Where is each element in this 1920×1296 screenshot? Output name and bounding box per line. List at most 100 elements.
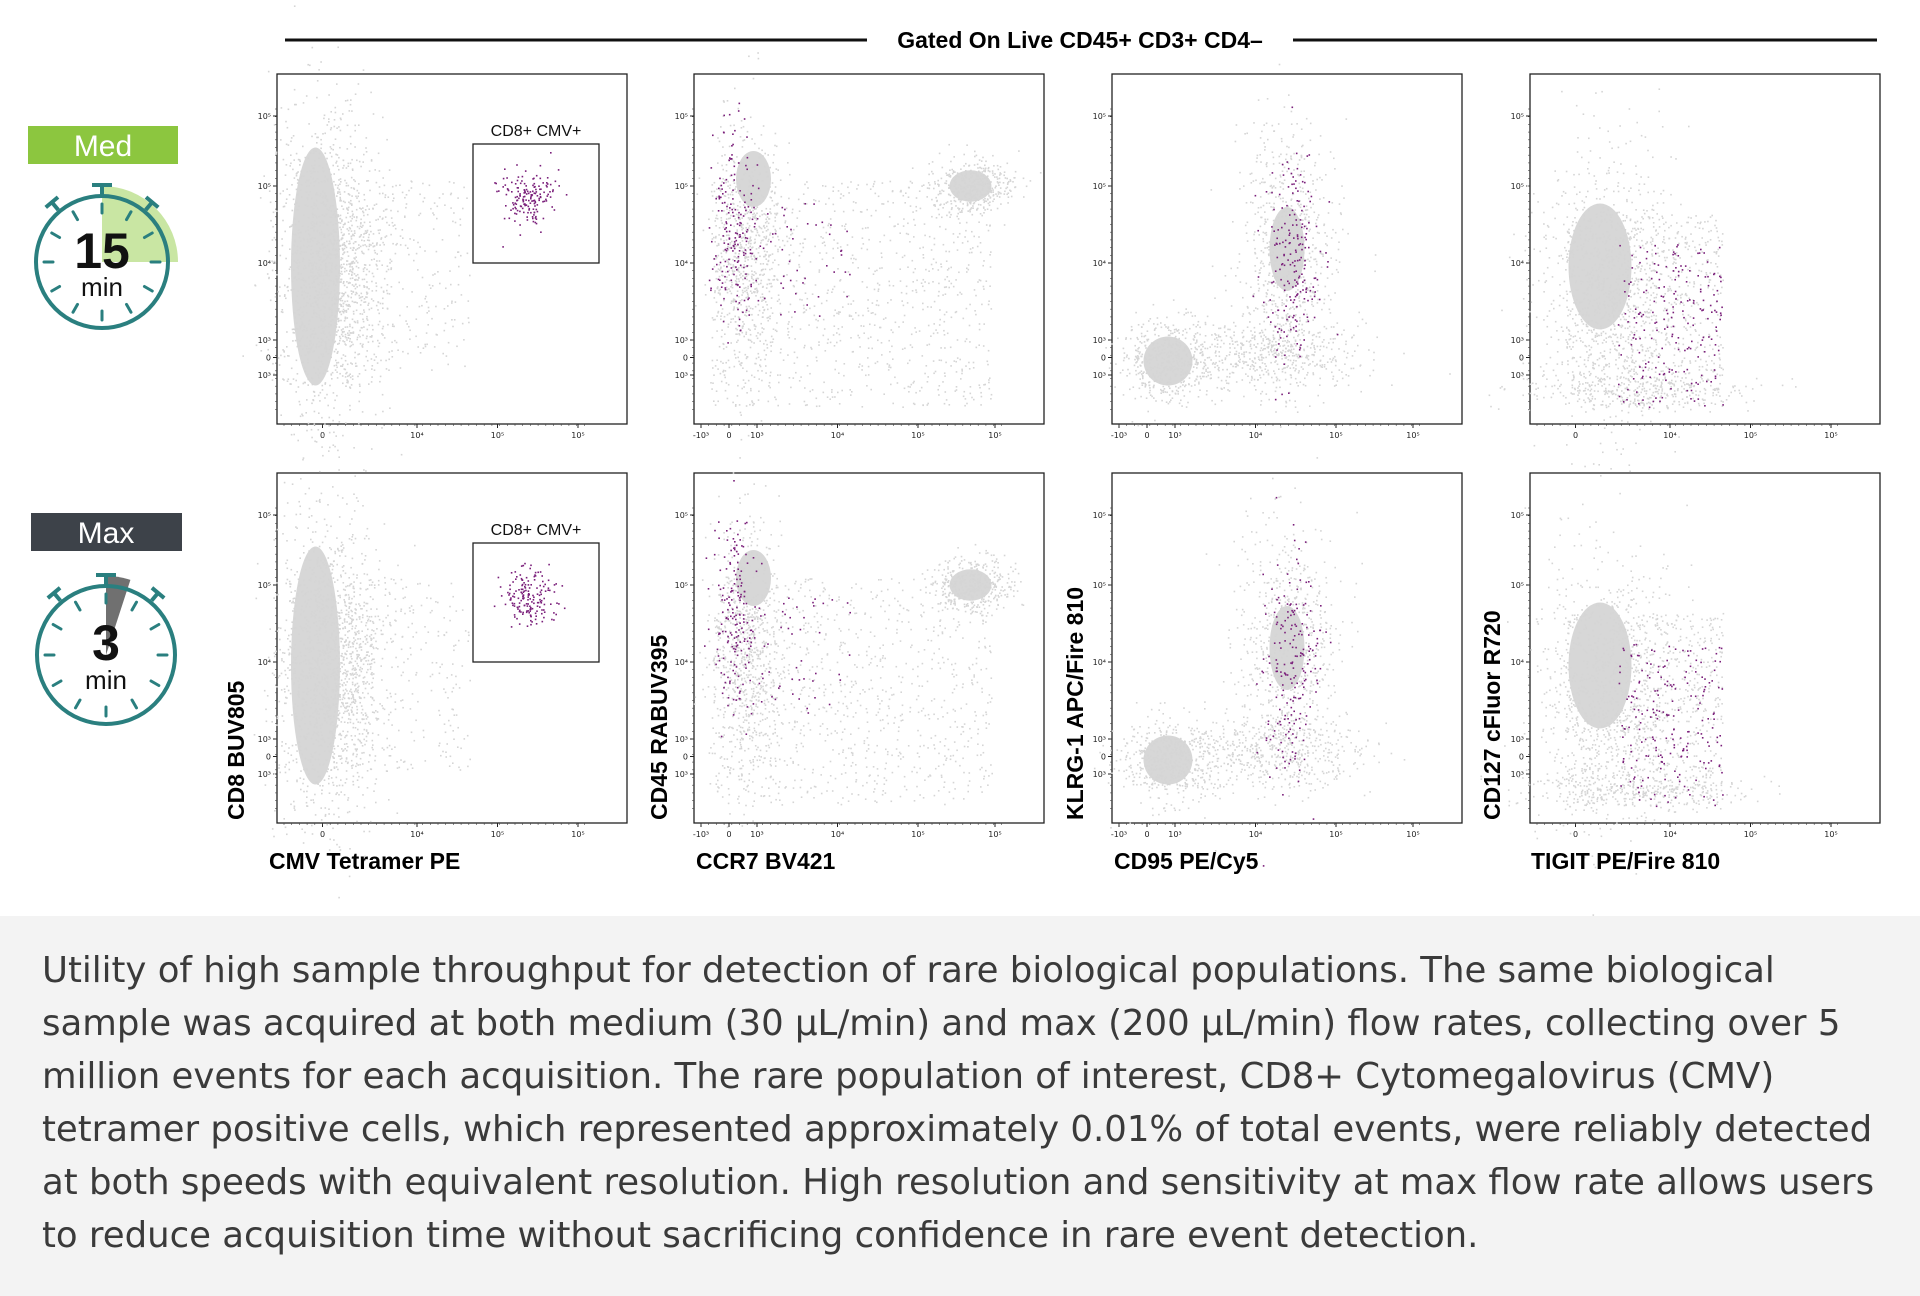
event-dot [955, 205, 957, 207]
event-dot [308, 264, 310, 267]
event-dot [460, 254, 462, 257]
event-dot [320, 264, 322, 266]
event-dot [519, 234, 522, 236]
event-dot [761, 213, 764, 216]
event-dot [725, 251, 728, 254]
event-dot [1175, 357, 1178, 359]
event-dot [1117, 337, 1119, 340]
event-dot [960, 172, 962, 175]
event-dot [752, 216, 754, 218]
event-dot [1172, 299, 1175, 301]
event-dot [772, 225, 775, 228]
event-dot [367, 248, 370, 251]
event-dot [737, 308, 739, 311]
event-dot [726, 313, 729, 316]
event-dot [296, 209, 299, 211]
event-dot [1151, 358, 1153, 361]
event-dot [319, 400, 321, 402]
event-dot [316, 230, 319, 233]
event-dot [915, 205, 917, 208]
event-dot [372, 300, 375, 302]
event-dot [756, 160, 759, 162]
event-dot [766, 347, 769, 349]
event-dot [775, 203, 778, 205]
event-dot [956, 193, 959, 195]
event-dot [738, 266, 740, 269]
event-dot [809, 307, 811, 310]
event-dot [360, 296, 362, 299]
event-dot [967, 240, 969, 243]
event-dot [340, 319, 342, 322]
event-dot [742, 270, 745, 273]
event-dot [1163, 388, 1166, 390]
event-dot [363, 240, 366, 242]
event-dot [922, 278, 925, 281]
event-dot [743, 335, 745, 338]
event-dot [965, 199, 968, 201]
event-dot [941, 189, 943, 192]
event-dot [712, 382, 714, 384]
event-dot [721, 155, 723, 157]
event-dot [928, 282, 930, 285]
event-dot [750, 242, 752, 245]
event-dot [331, 312, 333, 314]
event-dot [971, 181, 974, 184]
event-dot [963, 165, 965, 167]
event-dot [774, 191, 776, 194]
event-dot [324, 369, 326, 371]
event-dot [1145, 372, 1148, 375]
event-dot [350, 362, 352, 364]
event-dot [281, 311, 284, 314]
event-dot [827, 338, 829, 341]
event-dot [314, 286, 316, 289]
event-dot [322, 243, 324, 245]
event-dot [341, 220, 343, 223]
event-dot [720, 315, 722, 317]
event-dot [711, 317, 714, 319]
event-dot [531, 216, 534, 218]
event-dot [979, 191, 982, 194]
event-dot [910, 333, 913, 336]
event-dot [874, 192, 877, 195]
event-dot [942, 243, 945, 246]
event-dot [987, 193, 990, 195]
event-dot [307, 216, 310, 219]
event-dot [413, 259, 415, 262]
event-dot [719, 188, 721, 190]
event-dot [915, 291, 918, 294]
event-dot [727, 270, 729, 273]
event-dot [390, 217, 393, 219]
event-dot [324, 382, 327, 384]
event-dot [769, 317, 771, 320]
event-dot [390, 286, 393, 288]
event-dot [302, 279, 304, 281]
event-dot [940, 263, 942, 265]
event-dot [947, 174, 949, 176]
event-dot [902, 321, 904, 323]
event-dot [725, 382, 728, 384]
event-dot [507, 188, 509, 191]
event-dot [955, 188, 958, 191]
event-dot [747, 229, 749, 232]
event-dot [371, 272, 374, 275]
event-dot [307, 226, 310, 228]
event-dot [1186, 347, 1188, 350]
event-dot [775, 145, 778, 148]
event-dot [302, 277, 304, 280]
event-dot [340, 266, 342, 269]
event-dot [451, 319, 453, 321]
event-dot [359, 391, 361, 394]
x-tick-label: -10³ [1111, 431, 1127, 440]
event-dot [293, 88, 296, 91]
event-dot [1166, 368, 1168, 370]
event-dot [732, 264, 735, 266]
event-dot [797, 198, 800, 201]
event-dot [1196, 367, 1198, 369]
event-dot [972, 361, 975, 364]
event-dot [345, 167, 348, 169]
event-dot [363, 365, 365, 367]
event-dot [533, 202, 536, 205]
event-dot [328, 261, 331, 264]
event-dot [317, 255, 319, 257]
event-dot [1160, 343, 1163, 346]
